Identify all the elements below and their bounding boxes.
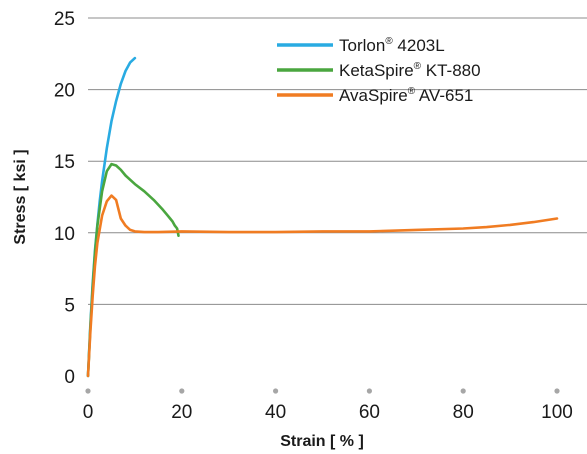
x-tick-mark [179, 388, 185, 394]
legend-label-rest: KT-880 [421, 61, 481, 80]
x-tick-label: 60 [359, 402, 380, 423]
y-tick-label: 10 [54, 224, 75, 245]
x-tick-mark [554, 388, 560, 394]
x-tick-mark [273, 388, 279, 394]
y-tick-label: 25 [54, 9, 75, 30]
series-lines [86, 56, 559, 378]
grid-lines [88, 17, 587, 305]
legend-label-main: Torlon [339, 36, 385, 55]
legend-label-rest: AV-651 [415, 86, 473, 105]
y-tick-label: 15 [54, 152, 75, 173]
y-tick-label: 20 [54, 81, 75, 102]
y-axis-title: Stress [ ksi ] [12, 149, 29, 244]
legend-label-2: KetaSpire® KT-880 [339, 61, 481, 80]
tick-labels: 0 5 10 15 20 25 0 20 40 60 80 100 [54, 9, 573, 423]
x-tick-mark [460, 388, 466, 394]
x-tick-label: 80 [453, 402, 474, 423]
x-tick-label: 20 [171, 402, 192, 423]
legend-label-3: AvaSpire® AV-651 [339, 86, 473, 105]
x-tick-mark [366, 388, 372, 394]
legend-label-rest: 4203L [393, 36, 445, 55]
y-tick-label: 0 [64, 367, 75, 388]
x-tick-mark [85, 388, 91, 394]
x-tick-label: 100 [541, 402, 573, 423]
x-axis-title: Strain [ % ] [280, 433, 364, 450]
registered-mark: ® [385, 36, 393, 47]
series-line-2 [86, 162, 180, 378]
registered-mark: ® [408, 86, 416, 97]
x-tick-label: 0 [83, 402, 94, 423]
series-line-1 [86, 56, 137, 378]
series-line-3 [86, 194, 559, 378]
x-tick-label: 40 [265, 402, 286, 423]
registered-mark: ® [414, 61, 422, 72]
legend-label-main: AvaSpire [339, 86, 408, 105]
legend-label-1: Torlon® 4203L [339, 36, 445, 55]
legend-label-main: KetaSpire [339, 61, 414, 80]
y-tick-label: 5 [64, 295, 75, 316]
